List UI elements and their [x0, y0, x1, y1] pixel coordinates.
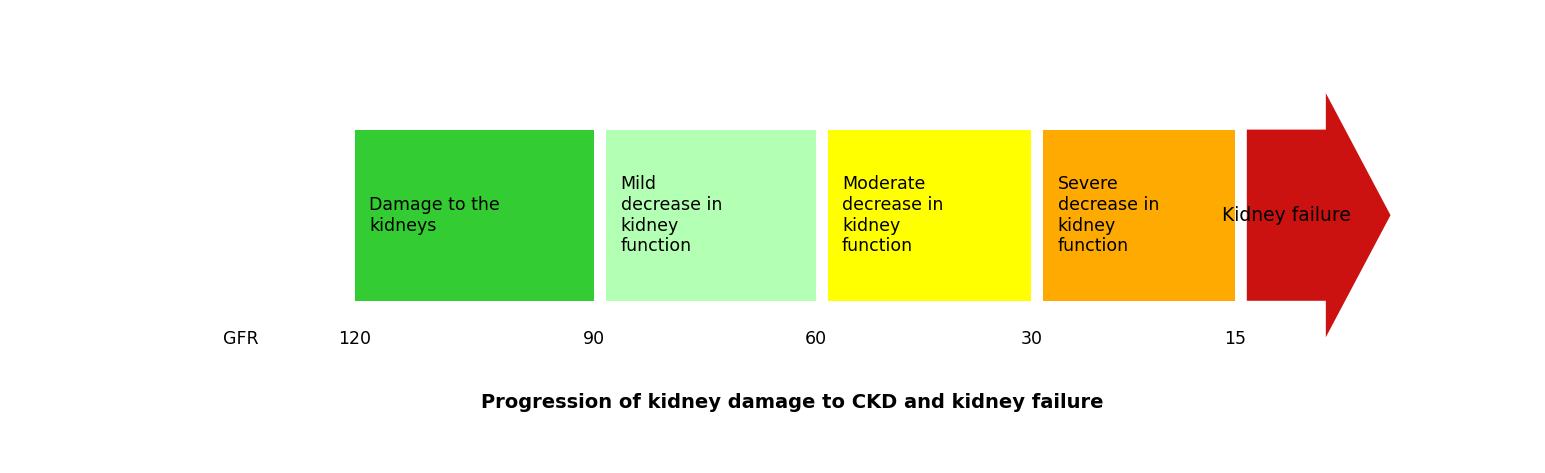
FancyBboxPatch shape	[606, 130, 816, 301]
Text: Progression of kidney damage to CKD and kidney failure: Progression of kidney damage to CKD and …	[480, 393, 1103, 412]
Text: Moderate
decrease in
kidney
function: Moderate decrease in kidney function	[842, 175, 944, 255]
Text: Severe
decrease in
kidney
function: Severe decrease in kidney function	[1058, 175, 1159, 255]
Text: Kidney failure: Kidney failure	[1222, 206, 1350, 225]
Text: 15: 15	[1224, 330, 1245, 348]
Text: Damage to the
kidneys: Damage to the kidneys	[369, 196, 501, 235]
Polygon shape	[1247, 93, 1390, 337]
Text: 30: 30	[1020, 330, 1043, 348]
Text: GFR: GFR	[222, 330, 258, 348]
FancyBboxPatch shape	[1043, 130, 1234, 301]
FancyBboxPatch shape	[828, 130, 1032, 301]
Text: Mild
decrease in
kidney
function: Mild decrease in kidney function	[621, 175, 722, 255]
Text: 90: 90	[582, 330, 606, 348]
Text: 60: 60	[805, 330, 827, 348]
Text: 120: 120	[338, 330, 371, 348]
FancyBboxPatch shape	[355, 130, 595, 301]
